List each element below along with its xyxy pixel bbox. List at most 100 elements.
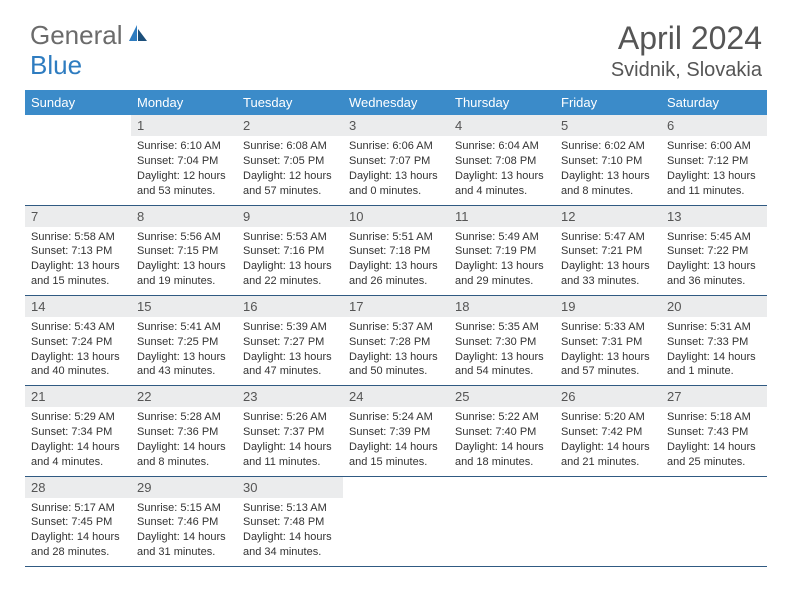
sunset-text: Sunset: 7:15 PM — [137, 244, 231, 259]
logo-blue-row: Blue — [30, 50, 82, 81]
calendar-cell: 6Sunrise: 6:00 AMSunset: 7:12 PMDaylight… — [661, 115, 767, 205]
day-info: Sunrise: 5:13 AMSunset: 7:48 PMDaylight:… — [237, 498, 343, 566]
daylight-text: Daylight: 14 hours and 34 minutes. — [243, 530, 337, 560]
day-number: 29 — [131, 477, 237, 498]
day-info: Sunrise: 5:20 AMSunset: 7:42 PMDaylight:… — [555, 407, 661, 475]
daylight-text: Daylight: 13 hours and 54 minutes. — [455, 350, 549, 380]
sunrise-text: Sunrise: 5:43 AM — [31, 320, 125, 335]
day-info: Sunrise: 5:51 AMSunset: 7:18 PMDaylight:… — [343, 227, 449, 295]
daylight-text: Daylight: 13 hours and 43 minutes. — [137, 350, 231, 380]
day-number: 7 — [25, 206, 131, 227]
sunset-text: Sunset: 7:45 PM — [31, 515, 125, 530]
sunrise-text: Sunrise: 5:47 AM — [561, 230, 655, 245]
calendar-cell-empty — [661, 476, 767, 566]
day-info: Sunrise: 5:35 AMSunset: 7:30 PMDaylight:… — [449, 317, 555, 385]
sunrise-text: Sunrise: 5:18 AM — [667, 410, 761, 425]
daylight-text: Daylight: 13 hours and 36 minutes. — [667, 259, 761, 289]
daylight-text: Daylight: 13 hours and 4 minutes. — [455, 169, 549, 199]
day-header: Monday — [131, 90, 237, 115]
daylight-text: Daylight: 14 hours and 28 minutes. — [31, 530, 125, 560]
sunset-text: Sunset: 7:37 PM — [243, 425, 337, 440]
sunset-text: Sunset: 7:28 PM — [349, 335, 443, 350]
sunrise-text: Sunrise: 5:20 AM — [561, 410, 655, 425]
day-info: Sunrise: 5:45 AMSunset: 7:22 PMDaylight:… — [661, 227, 767, 295]
day-info: Sunrise: 6:10 AMSunset: 7:04 PMDaylight:… — [131, 136, 237, 204]
day-number: 11 — [449, 206, 555, 227]
sunset-text: Sunset: 7:19 PM — [455, 244, 549, 259]
day-info: Sunrise: 5:24 AMSunset: 7:39 PMDaylight:… — [343, 407, 449, 475]
day-number: 27 — [661, 386, 767, 407]
daylight-text: Daylight: 13 hours and 50 minutes. — [349, 350, 443, 380]
day-info: Sunrise: 5:49 AMSunset: 7:19 PMDaylight:… — [449, 227, 555, 295]
sunrise-text: Sunrise: 6:08 AM — [243, 139, 337, 154]
calendar-cell: 19Sunrise: 5:33 AMSunset: 7:31 PMDayligh… — [555, 295, 661, 385]
calendar-cell: 2Sunrise: 6:08 AMSunset: 7:05 PMDaylight… — [237, 115, 343, 205]
calendar-cell: 25Sunrise: 5:22 AMSunset: 7:40 PMDayligh… — [449, 386, 555, 476]
location-label: Svidnik, Slovakia — [611, 59, 762, 82]
day-number: 17 — [343, 296, 449, 317]
day-number: 23 — [237, 386, 343, 407]
sunset-text: Sunset: 7:30 PM — [455, 335, 549, 350]
sunset-text: Sunset: 7:40 PM — [455, 425, 549, 440]
day-number: 1 — [131, 115, 237, 136]
daylight-text: Daylight: 13 hours and 26 minutes. — [349, 259, 443, 289]
sunset-text: Sunset: 7:46 PM — [137, 515, 231, 530]
sunrise-text: Sunrise: 5:45 AM — [667, 230, 761, 245]
sunrise-text: Sunrise: 5:28 AM — [137, 410, 231, 425]
sunset-text: Sunset: 7:10 PM — [561, 154, 655, 169]
daylight-text: Daylight: 13 hours and 0 minutes. — [349, 169, 443, 199]
sunrise-text: Sunrise: 5:35 AM — [455, 320, 549, 335]
sunrise-text: Sunrise: 5:49 AM — [455, 230, 549, 245]
calendar-cell: 9Sunrise: 5:53 AMSunset: 7:16 PMDaylight… — [237, 205, 343, 295]
daylight-text: Daylight: 14 hours and 18 minutes. — [455, 440, 549, 470]
day-number: 15 — [131, 296, 237, 317]
day-header: Sunday — [25, 90, 131, 115]
calendar-cell: 7Sunrise: 5:58 AMSunset: 7:13 PMDaylight… — [25, 205, 131, 295]
day-number: 9 — [237, 206, 343, 227]
day-number: 21 — [25, 386, 131, 407]
logo: General — [30, 20, 151, 51]
sunset-text: Sunset: 7:21 PM — [561, 244, 655, 259]
sunrise-text: Sunrise: 5:33 AM — [561, 320, 655, 335]
sunrise-text: Sunrise: 5:22 AM — [455, 410, 549, 425]
daylight-text: Daylight: 12 hours and 53 minutes. — [137, 169, 231, 199]
sunrise-text: Sunrise: 5:56 AM — [137, 230, 231, 245]
day-number: 12 — [555, 206, 661, 227]
day-info: Sunrise: 5:31 AMSunset: 7:33 PMDaylight:… — [661, 317, 767, 385]
sunset-text: Sunset: 7:16 PM — [243, 244, 337, 259]
calendar-cell: 29Sunrise: 5:15 AMSunset: 7:46 PMDayligh… — [131, 476, 237, 566]
day-number: 13 — [661, 206, 767, 227]
sunrise-text: Sunrise: 5:41 AM — [137, 320, 231, 335]
day-info: Sunrise: 6:08 AMSunset: 7:05 PMDaylight:… — [237, 136, 343, 204]
daylight-text: Daylight: 13 hours and 40 minutes. — [31, 350, 125, 380]
sunset-text: Sunset: 7:07 PM — [349, 154, 443, 169]
day-number: 10 — [343, 206, 449, 227]
day-number: 16 — [237, 296, 343, 317]
calendar-cell: 3Sunrise: 6:06 AMSunset: 7:07 PMDaylight… — [343, 115, 449, 205]
daylight-text: Daylight: 14 hours and 21 minutes. — [561, 440, 655, 470]
day-info: Sunrise: 5:37 AMSunset: 7:28 PMDaylight:… — [343, 317, 449, 385]
day-number: 28 — [25, 477, 131, 498]
calendar-cell: 8Sunrise: 5:56 AMSunset: 7:15 PMDaylight… — [131, 205, 237, 295]
calendar-week: 14Sunrise: 5:43 AMSunset: 7:24 PMDayligh… — [25, 295, 767, 385]
day-info: Sunrise: 5:15 AMSunset: 7:46 PMDaylight:… — [131, 498, 237, 566]
sunset-text: Sunset: 7:08 PM — [455, 154, 549, 169]
sunset-text: Sunset: 7:48 PM — [243, 515, 337, 530]
calendar-cell: 26Sunrise: 5:20 AMSunset: 7:42 PMDayligh… — [555, 386, 661, 476]
sunset-text: Sunset: 7:34 PM — [31, 425, 125, 440]
calendar-cell: 11Sunrise: 5:49 AMSunset: 7:19 PMDayligh… — [449, 205, 555, 295]
day-info: Sunrise: 5:53 AMSunset: 7:16 PMDaylight:… — [237, 227, 343, 295]
day-info: Sunrise: 5:22 AMSunset: 7:40 PMDaylight:… — [449, 407, 555, 475]
sunset-text: Sunset: 7:27 PM — [243, 335, 337, 350]
day-info: Sunrise: 6:00 AMSunset: 7:12 PMDaylight:… — [661, 136, 767, 204]
page-header: General April 2024 Svidnik, Slovakia — [0, 0, 792, 90]
sunset-text: Sunset: 7:22 PM — [667, 244, 761, 259]
calendar-cell: 20Sunrise: 5:31 AMSunset: 7:33 PMDayligh… — [661, 295, 767, 385]
logo-text-gray: General — [30, 20, 123, 51]
day-number: 4 — [449, 115, 555, 136]
sunrise-text: Sunrise: 5:31 AM — [667, 320, 761, 335]
calendar-cell: 16Sunrise: 5:39 AMSunset: 7:27 PMDayligh… — [237, 295, 343, 385]
sunrise-text: Sunrise: 6:00 AM — [667, 139, 761, 154]
calendar-cell: 4Sunrise: 6:04 AMSunset: 7:08 PMDaylight… — [449, 115, 555, 205]
day-number: 19 — [555, 296, 661, 317]
